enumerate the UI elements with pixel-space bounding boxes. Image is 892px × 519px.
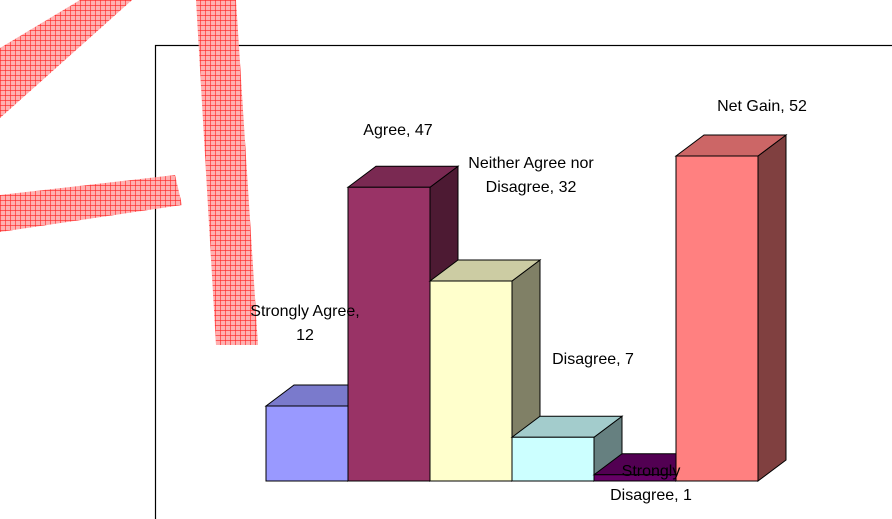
data-label: Strongly Disagree, 1 — [610, 463, 692, 504]
bars — [264, 134, 788, 482]
bar-front — [675, 155, 759, 482]
bar-side — [757, 134, 787, 482]
data-label: Strongly Agree, 12 — [250, 303, 360, 344]
watermark-stroke — [0, 175, 182, 232]
bar — [428, 259, 542, 482]
bar-front — [347, 186, 431, 482]
watermark-stroke — [196, 0, 258, 345]
data-label: Net Gain, 52 — [717, 98, 807, 115]
bar — [510, 415, 624, 482]
bar-front — [265, 405, 349, 482]
watermark-stroke — [0, 0, 132, 118]
data-label: Agree, 47 — [363, 122, 433, 139]
data-label: Disagree, 7 — [552, 351, 634, 368]
bar-front — [429, 280, 513, 482]
watermark — [0, 0, 258, 345]
bar — [674, 134, 788, 482]
data-label: Neither Agree nor Disagree, 32 — [468, 155, 594, 196]
bar-front — [511, 436, 595, 482]
